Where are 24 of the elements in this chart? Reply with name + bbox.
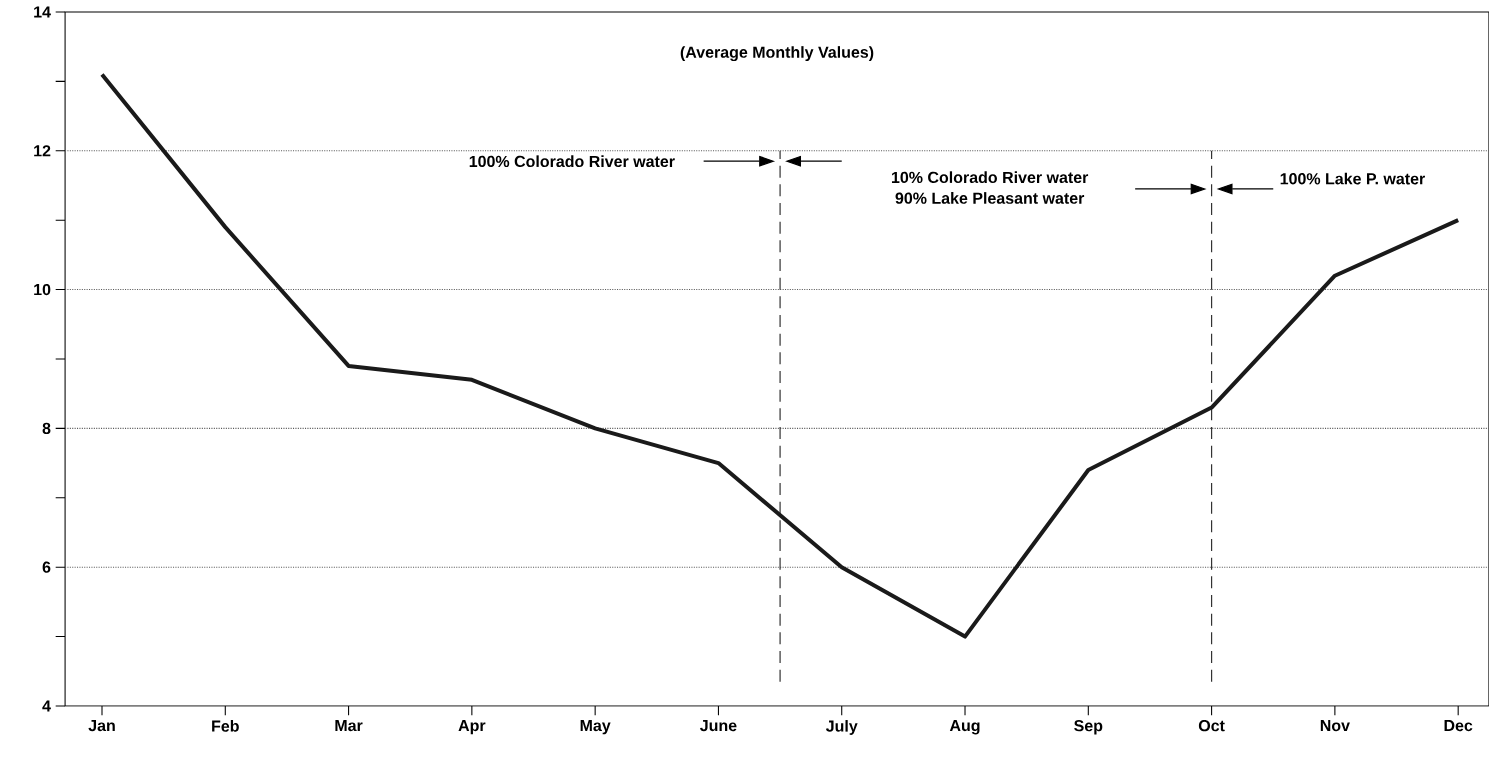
y-tick-label: 12 [34,145,51,157]
y-tick-label: 8 [42,422,51,435]
x-tick-label: Aug [949,720,980,735]
annotation: 10% Colorado River water [891,171,1089,184]
annotation: 90% Lake Pleasant water [895,192,1085,204]
x-tick-label: Mar [335,720,363,732]
x-tick-label: Oct [1198,720,1225,732]
annotation: 100% Lake P. water [1280,172,1425,185]
x-tick-label: May [580,720,611,735]
text: (Average Monthly Values) [680,46,874,62]
x-tick-label: June [700,720,737,732]
x-tick-label: Sep [1074,720,1103,735]
x-tick-label: Nov [1320,720,1350,732]
annotation: 100% Colorado River water [469,155,675,168]
y-tick-label: 10 [34,283,51,296]
y-tick-label: 4 [42,700,51,712]
y-tick-label: 14 [34,6,51,18]
line-series [100,72,1461,639]
x-tick-label: Feb [212,720,239,732]
x-tick-label: Dec [1444,720,1473,732]
x-tick-label: Apr [458,720,486,735]
y-tick-label: 6 [42,561,51,573]
x-tick-label: Jan [88,720,115,732]
x-tick-label: July [825,720,858,735]
